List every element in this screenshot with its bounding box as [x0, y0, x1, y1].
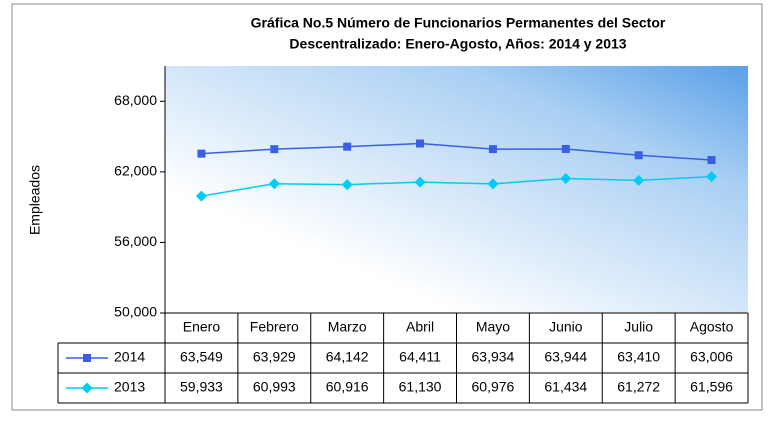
table-value: 59,933	[180, 379, 223, 395]
chart-title: Descentralizado: Enero-Agosto, Años: 201…	[289, 36, 626, 52]
table-value: 63,944	[544, 349, 587, 365]
marker	[270, 145, 279, 154]
marker	[487, 178, 499, 190]
y-tick-label: 68,000	[114, 92, 157, 108]
table-value: 64,411	[399, 349, 441, 365]
table-value: 64,142	[326, 349, 369, 365]
y-tick-label: 50,000	[114, 304, 157, 320]
table-value: 61,130	[399, 379, 442, 395]
table-value: 60,993	[253, 379, 296, 395]
plot-area	[165, 66, 748, 313]
table-value: 63,410	[617, 349, 660, 365]
legend-label: 2013	[114, 379, 145, 395]
marker	[634, 151, 643, 160]
table-value: 63,934	[472, 349, 515, 365]
table-value: 63,006	[690, 349, 733, 365]
x-tick-label: Junio	[549, 319, 583, 335]
marker	[488, 145, 497, 154]
x-tick-label: Enero	[183, 319, 221, 335]
marker	[341, 179, 353, 191]
marker	[343, 142, 352, 151]
marker	[81, 382, 93, 394]
marker	[706, 171, 718, 183]
x-tick-label: Febrero	[250, 319, 299, 335]
table-value: 60,916	[326, 379, 369, 395]
table-value: 61,272	[617, 379, 660, 395]
marker	[195, 190, 207, 202]
y-axis-label: Empleados	[27, 165, 43, 235]
series-line	[201, 175, 712, 197]
marker	[83, 354, 91, 362]
table-value: 61,596	[690, 379, 733, 395]
marker	[560, 173, 572, 185]
x-tick-label: Mayo	[476, 319, 510, 335]
table-value: 63,549	[180, 349, 223, 365]
marker	[633, 174, 645, 186]
x-tick-label: Marzo	[328, 319, 367, 335]
y-tick-label: 62,000	[114, 163, 157, 179]
chart-title: Gráfica No.5 Número de Funcionarios Perm…	[251, 15, 666, 31]
x-tick-label: Julio	[624, 319, 653, 335]
x-tick-label: Agosto	[690, 319, 734, 335]
table-value: 60,976	[472, 379, 515, 395]
table-value: 63,929	[253, 349, 296, 365]
marker	[268, 178, 280, 190]
marker	[414, 176, 426, 188]
marker	[197, 149, 206, 158]
series-line	[201, 142, 712, 161]
y-tick-label: 56,000	[114, 233, 157, 249]
marker	[561, 144, 570, 153]
legend-label: 2014	[114, 349, 145, 365]
marker	[416, 139, 425, 148]
x-tick-label: Abril	[406, 319, 434, 335]
marker	[707, 156, 716, 165]
table-value: 61,434	[544, 379, 587, 395]
